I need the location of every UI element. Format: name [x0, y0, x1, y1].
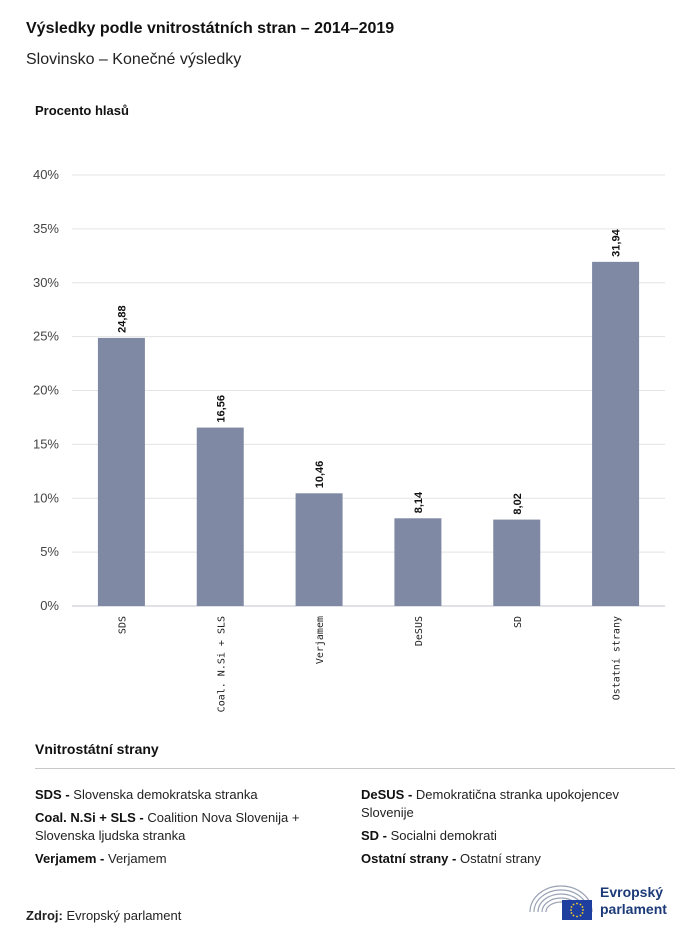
legend-abbr: DeSUS -	[361, 787, 413, 802]
legend-item-coalition: Coal. N.Si + SLS - Coalition Nova Sloven…	[35, 809, 335, 845]
y-tick-label: 25%	[33, 329, 59, 344]
legend-name: Coalition Nova Slovenija + Slovenska lju…	[35, 810, 300, 843]
european-parliament-logo: Evropský parlament	[528, 882, 688, 922]
x-tick-label: Verjamem	[315, 616, 326, 664]
bar	[97, 337, 145, 606]
source-label: Zdroj:	[26, 908, 63, 923]
data-label: 8,02	[512, 493, 524, 514]
y-tick-label: 5%	[40, 544, 59, 559]
logo-line-1: Evropský	[600, 884, 664, 900]
x-tick-label: SD	[513, 616, 524, 628]
bar	[295, 493, 343, 606]
bar	[493, 519, 541, 606]
legend-divider	[35, 768, 675, 769]
legend-name: Ostatní strany	[459, 851, 541, 866]
legend-item-verjamem: Verjamem - Verjamem	[35, 850, 335, 868]
source-note: Zdroj: Evropský parlament	[26, 908, 181, 923]
x-tick-label: SDS	[117, 616, 128, 634]
legend-abbr: SD -	[361, 828, 387, 843]
bar-chart: 0% 5% 10% 15% 20% 25% 30% 35% 40% 24,88 SDS 16,56 Co…	[33, 167, 665, 712]
bar	[592, 261, 640, 606]
logo-wordmark: Evropský parlament	[600, 884, 667, 918]
legend-title: Vnitrostátní strany	[35, 741, 159, 757]
data-label: 31,94	[611, 228, 623, 256]
x-tick-label: Ostatní strany	[611, 616, 623, 700]
x-tick-label: Coal. N.Si + SLS	[216, 616, 227, 712]
bar	[196, 427, 244, 606]
y-tick-label: 30%	[33, 275, 59, 290]
page-title: Výsledky podle vnitrostátních stran – 20…	[26, 20, 395, 37]
legend-abbr: Ostatní strany -	[361, 851, 457, 866]
y-tick-label: 20%	[33, 383, 59, 398]
bar	[394, 518, 442, 606]
legend-abbr: Coal. N.Si + SLS -	[35, 810, 144, 825]
legend-item-desus: DeSUS - Demokratična stranka upokojencev…	[361, 786, 661, 822]
y-tick-label: 40%	[33, 167, 59, 182]
legend-abbr: SDS -	[35, 787, 70, 802]
legend-name: Socialni demokrati	[390, 828, 497, 843]
y-tick-label: 15%	[33, 436, 59, 451]
data-label: 8,14	[413, 491, 425, 513]
logo-line-2: parlament	[600, 901, 667, 917]
legend-abbr: Verjamem -	[35, 851, 105, 866]
y-tick-label: 10%	[33, 490, 59, 505]
european-parliament-hemicycle-icon	[529, 885, 593, 920]
data-label: 16,56	[215, 395, 227, 423]
legend-name: Slovenska demokratska stranka	[73, 787, 258, 802]
legend-item-other: Ostatní strany - Ostatní strany	[361, 850, 661, 868]
data-label: 24,88	[116, 305, 128, 333]
legend-item-sds: SDS - Slovenska demokratska stranka	[35, 786, 335, 804]
legend-name: Verjamem	[108, 851, 167, 866]
y-tick-label: 0%	[40, 598, 59, 613]
y-tick-label: 35%	[33, 221, 59, 236]
y-axis-label: Procento hlasů	[35, 103, 129, 118]
legend-name: Demokratična stranka upokojencev Sloveni…	[361, 787, 619, 820]
x-tick-label: DeSUS	[414, 616, 425, 646]
source-value: Evropský parlament	[66, 908, 182, 923]
legend-item-sd: SD - Socialni demokrati	[361, 827, 661, 845]
data-label: 10,46	[314, 461, 326, 489]
page-subtitle: Slovinsko – Konečné výsledky	[26, 51, 242, 68]
